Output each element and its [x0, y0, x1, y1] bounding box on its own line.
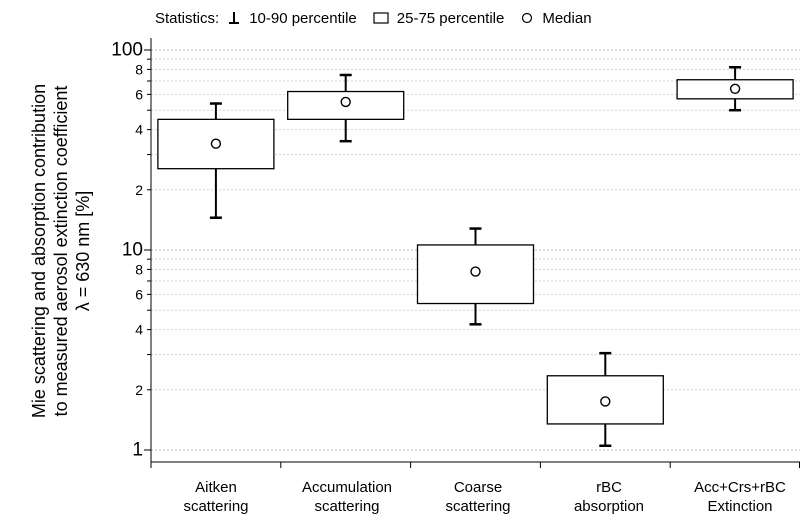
whisker-icon — [229, 12, 240, 24]
category-label-aitken: Aitken scattering — [151, 478, 281, 516]
y-tick-label: 100 — [111, 40, 143, 61]
category-label-coarse-line-2: scattering — [445, 498, 511, 515]
category-label-accumulation-line-1: Accumulation — [301, 479, 393, 496]
legend: Statistics: 10-90 percentile 25-75 perce… — [155, 6, 608, 30]
legend-title: Statistics: — [155, 9, 220, 27]
category-label-coarse: Coarse scattering — [413, 478, 543, 516]
category-label-accumulation-line-2: scattering — [314, 498, 380, 515]
median-marker — [729, 83, 741, 94]
category-label-aitken-line-1: Aitken — [195, 479, 237, 496]
median-marker — [340, 96, 351, 108]
y-tick-label: 10 — [122, 240, 143, 261]
box-icon — [373, 12, 389, 24]
y-tick-label: 8 — [135, 61, 143, 77]
category-label-aitken-line-2: scattering — [183, 498, 249, 515]
category-label-rbc-line-1: rBC — [596, 479, 622, 496]
category-label-accumulation: Accumulation scattering — [282, 478, 412, 516]
median-marker — [470, 266, 481, 277]
y-tick-label: 4 — [135, 322, 143, 338]
legend-label-10-90: 10-90 percentile — [249, 9, 357, 27]
median-marker — [600, 396, 611, 407]
y-tick-label: 2 — [135, 182, 143, 198]
y-tick-label: 6 — [135, 286, 143, 302]
y-tick-label: 1 — [132, 440, 143, 461]
legend-item-25-75: 25-75 percentile — [373, 9, 505, 27]
category-label-rbc: rBC absorption — [544, 478, 674, 516]
y-tick-label: 6 — [135, 86, 143, 102]
y-tick-label: 8 — [135, 261, 143, 277]
y-tick-label: 2 — [135, 382, 143, 398]
legend-label-median: Median — [542, 9, 592, 27]
category-label-coarse-line-1: Coarse — [453, 479, 503, 496]
legend-label-25-75: 25-75 percentile — [396, 9, 505, 27]
category-label-extinction-line-1: Acc+Crs+rBC — [694, 479, 786, 496]
category-label-extinction-line-2: Extinction — [707, 498, 773, 515]
median-marker — [210, 138, 222, 149]
circle-icon — [522, 12, 533, 24]
y-tick-label: 4 — [135, 122, 143, 138]
category-label-extinction: Acc+Crs+rBC Extinction — [675, 478, 800, 516]
legend-item-10-90: 10-90 percentile — [227, 10, 357, 27]
legend-item-median: Median — [520, 9, 592, 27]
category-label-rbc-line-2: absorption — [573, 498, 645, 515]
